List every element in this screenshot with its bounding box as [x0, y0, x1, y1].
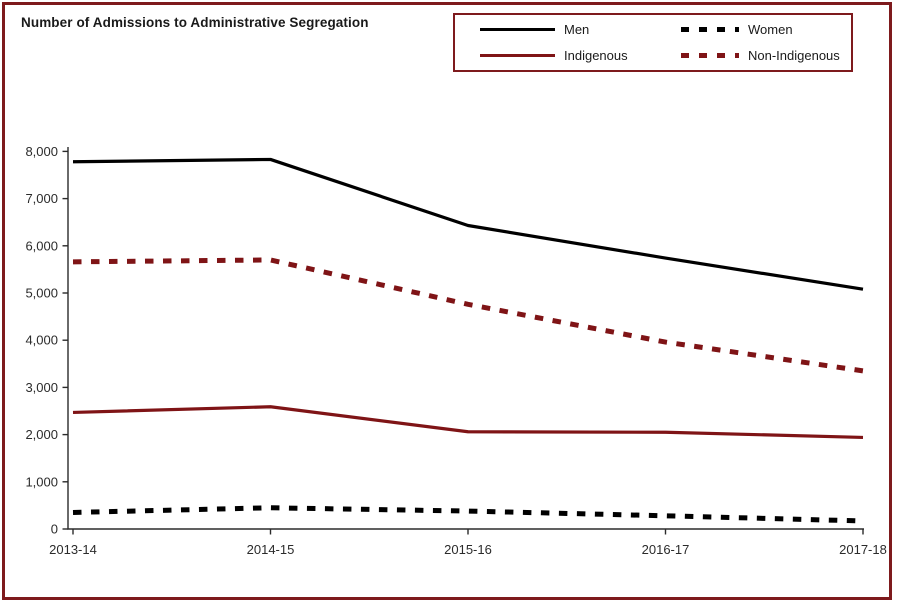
y-axis-tick-label: 0: [51, 522, 58, 537]
x-axis-tick-label: 2013-14: [49, 542, 97, 557]
x-axis-tick-label: 2017-18: [839, 542, 887, 557]
indigenous-line-sample-icon: [480, 53, 555, 57]
x-axis-tick-label: 2014-15: [247, 542, 295, 557]
non-indigenous-line-sample-icon: [681, 52, 739, 58]
y-axis-tick-label: 5,000: [25, 286, 58, 301]
men-series-line: [72, 157, 864, 291]
legend-entry-men: Men: [480, 21, 590, 37]
y-axis-tick-label: 7,000: [25, 191, 58, 206]
legend-label-women: Women: [748, 21, 793, 37]
men-line-sample-icon: [480, 27, 555, 31]
legend-entry-non-indigenous: Non-Indigenous: [681, 47, 840, 63]
x-axis-tick-label: 2015-16: [444, 542, 492, 557]
x-axis-tick-label: 2016-17: [642, 542, 690, 557]
y-axis-tick-label: 3,000: [25, 380, 58, 395]
axes: [67, 147, 864, 530]
y-axis-tick-label: 6,000: [25, 238, 58, 253]
y-axis-tick-label: 2,000: [25, 427, 58, 442]
chart-title: Number of Admissions to Administrative S…: [21, 15, 369, 30]
women-line-sample-icon: [681, 26, 739, 32]
legend: Men Women Indigenous Non-Indigenous: [453, 13, 853, 72]
indigenous-series-line: [72, 405, 864, 440]
non-indigenous-series-line: [72, 257, 864, 374]
y-axis-tick-label: 1,000: [25, 474, 58, 489]
y-axis-tick-label: 8,000: [25, 144, 58, 159]
legend-label-indigenous: Indigenous: [564, 47, 628, 63]
y-axis-tick-label: 4,000: [25, 333, 58, 348]
legend-label-men: Men: [564, 21, 590, 37]
legend-label-non-indigenous: Non-Indigenous: [748, 47, 840, 63]
legend-entry-indigenous: Indigenous: [480, 47, 628, 63]
women-series-line: [72, 505, 864, 524]
legend-entry-women: Women: [681, 21, 793, 37]
